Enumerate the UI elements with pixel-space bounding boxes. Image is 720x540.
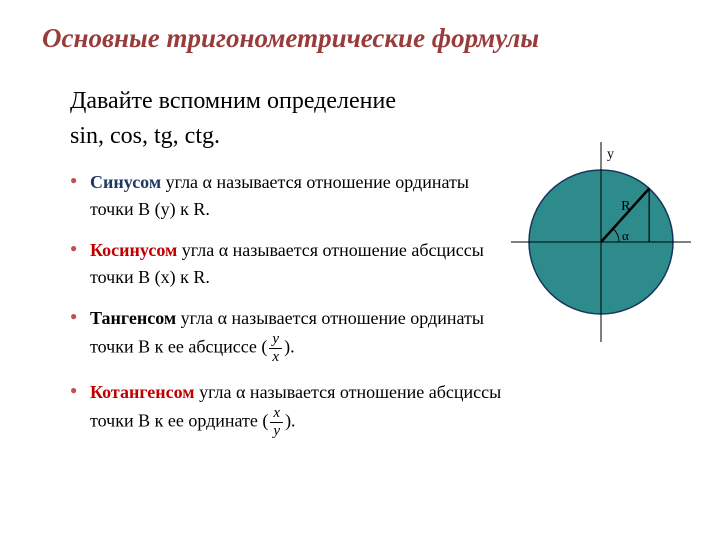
diagram-svg: y Rα [506, 122, 696, 352]
slide: Основные тригонометрические формулы Дава… [0, 0, 720, 540]
definition-tail: ). [284, 337, 295, 357]
definition-item: Котангенсом угла α называется отношение … [70, 379, 502, 439]
definition-tail: ). [285, 411, 296, 431]
definitions-list: Синусом угла α называется отношение орди… [42, 169, 502, 439]
slide-title: Основные тригонометрические формулы [42, 22, 678, 56]
svg-text:y: y [607, 147, 614, 162]
intro-line2: sin, cos, tg, ctg. [70, 123, 220, 149]
svg-text:α: α [622, 228, 629, 243]
definition-item: Тангенсом угла α называется отношение ор… [70, 305, 502, 365]
svg-text:R: R [621, 199, 631, 214]
definition-item: Синусом угла α называется отношение орди… [70, 169, 502, 223]
unit-circle-diagram: y Rα [506, 122, 696, 352]
term: Тангенсом [90, 308, 176, 328]
term: Косинусом [90, 240, 177, 260]
fraction: yx [269, 332, 282, 365]
term: Синусом [90, 172, 161, 192]
intro-line1: Давайте вспомним определение [70, 88, 396, 114]
definition-item: Косинусом угла α называется отношение аб… [70, 237, 502, 291]
fraction: xy [270, 406, 283, 439]
term: Котангенсом [90, 382, 195, 402]
